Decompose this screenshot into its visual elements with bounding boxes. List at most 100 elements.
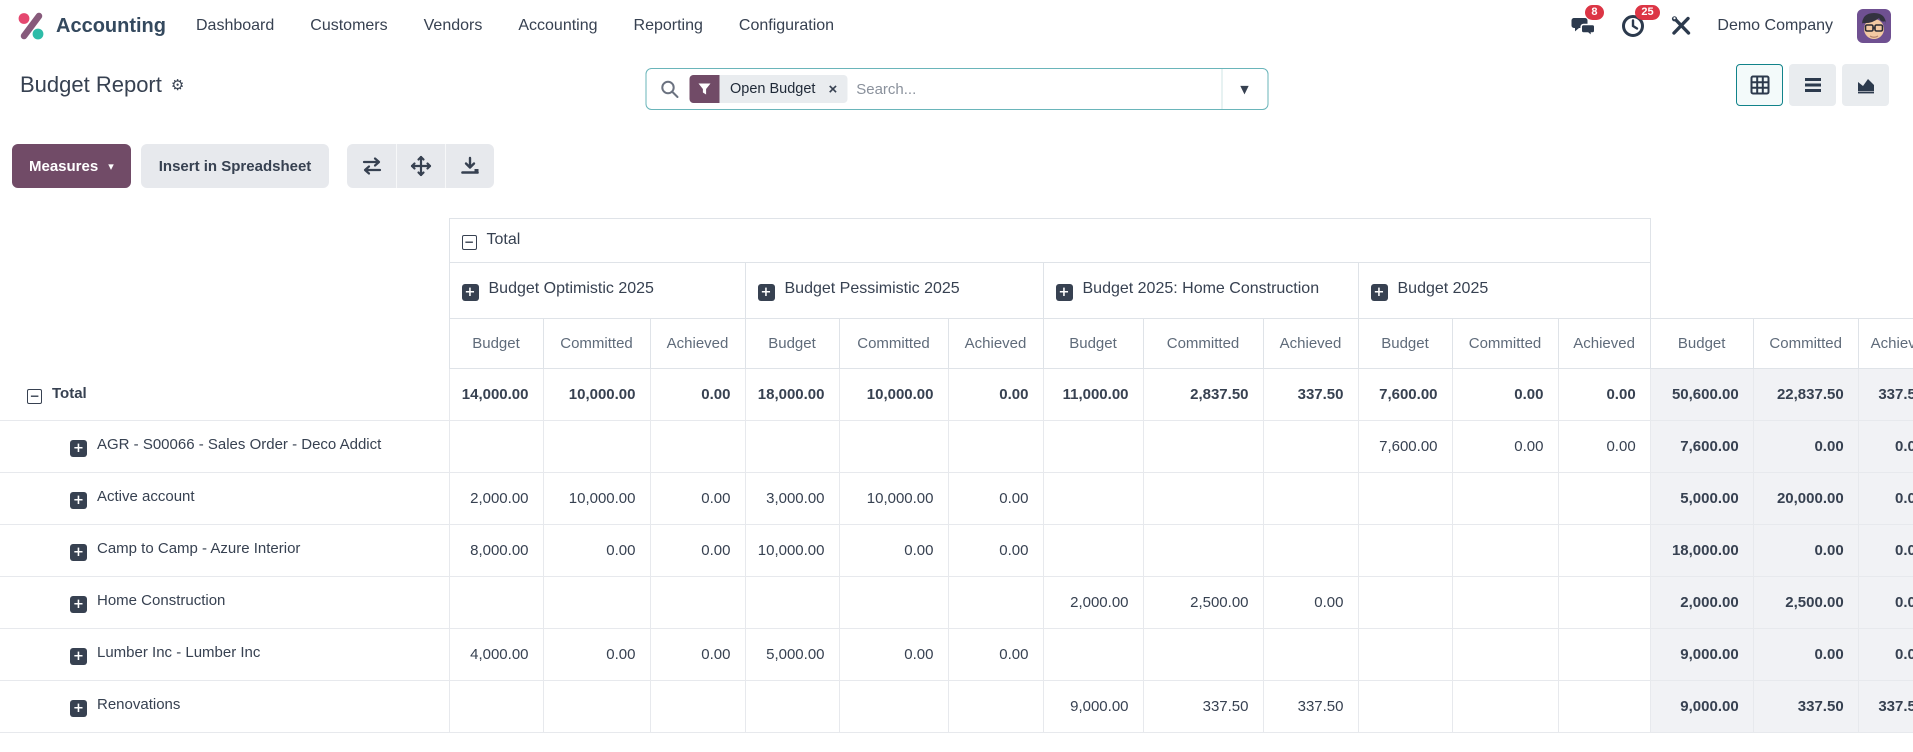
pivot-col-header-total[interactable]: − Total xyxy=(448,218,1651,263)
expand-plus-icon: + xyxy=(70,492,87,509)
menu-item-configuration[interactable]: Configuration xyxy=(738,17,835,34)
pivot-cell: 2,500.00 xyxy=(1142,576,1263,629)
pivot-cell xyxy=(448,576,543,629)
pivot-header-row-measures: Budget Committed Achieved Budget Committed Ac… xyxy=(0,318,1913,369)
pivot-cell xyxy=(838,576,948,629)
pivot-measure-header[interactable]: Achieved xyxy=(1557,318,1651,369)
messages-badge: 8 xyxy=(1585,5,1604,20)
flip-axis-button[interactable] xyxy=(347,144,397,188)
pivot-cell xyxy=(1557,524,1651,577)
pivot-group-header[interactable]: + Budget 2025 xyxy=(1357,262,1651,319)
pivot-group-header[interactable]: + Budget 2025: Home Construction xyxy=(1042,262,1358,319)
pivot-header-row-groups: + Budget Optimistic 2025 + Budget Pessimist… xyxy=(0,262,1913,319)
menu-item-customers[interactable]: Customers xyxy=(310,17,388,34)
view-button-list[interactable] xyxy=(1789,64,1836,106)
expand-all-button[interactable] xyxy=(396,144,446,188)
pivot-cell: 20,000.00 xyxy=(1752,472,1859,525)
pivot-cell xyxy=(1557,680,1651,733)
pivot-row-header[interactable]: + Renovations xyxy=(0,680,449,733)
pivot-row-header[interactable]: + Active account xyxy=(0,472,449,525)
pivot-measure-header[interactable]: Achieved xyxy=(1857,318,1913,369)
pivot-cell: 50,600.00 xyxy=(1649,368,1754,421)
pivot-cell xyxy=(448,420,543,473)
expand-plus-icon: + xyxy=(70,648,87,665)
pivot-total-header-label: Total xyxy=(486,231,521,249)
pivot-measure-header[interactable]: Achieved xyxy=(947,318,1043,369)
measures-button[interactable]: Measures ▾ xyxy=(12,144,131,188)
pivot-measure-header[interactable]: Achieved xyxy=(649,318,745,369)
pivot-cell: 0.00 xyxy=(1857,524,1913,577)
expand-plus-icon: + xyxy=(1370,284,1388,301)
pivot-header-spacer xyxy=(1650,218,1913,263)
search-facet-label: Open Budget xyxy=(730,81,816,97)
pivot-header-row-total: − Total xyxy=(0,218,1913,263)
pivot-row-header[interactable]: + Home Construction xyxy=(0,576,449,629)
pivot-measure-header[interactable]: Budget xyxy=(1042,318,1143,369)
pivot-measure-header[interactable]: Achieved xyxy=(1262,318,1358,369)
search-facet: Open Budget × xyxy=(689,75,848,103)
view-button-graph[interactable] xyxy=(1842,64,1889,106)
pivot-view-icon xyxy=(1748,73,1772,97)
pivot-cell xyxy=(1042,472,1143,525)
pivot-measure-header[interactable]: Committed xyxy=(1142,318,1263,369)
expand-plus-icon: + xyxy=(70,596,87,613)
pivot-cell: 5,000.00 xyxy=(1649,472,1754,525)
collapse-minus-icon: − xyxy=(27,388,42,404)
insert-in-spreadsheet-button[interactable]: Insert in Spreadsheet xyxy=(140,144,330,188)
pivot-corner xyxy=(0,218,449,263)
user-avatar[interactable] xyxy=(1857,9,1891,43)
app-switcher[interactable]: Accounting xyxy=(16,11,166,41)
menu-item-dashboard[interactable]: Dashboard xyxy=(196,17,275,34)
pivot-cell: 10,000.00 xyxy=(838,472,948,525)
pivot-cell: 9,000.00 xyxy=(1649,680,1754,733)
pivot-row-label: Renovations xyxy=(97,696,181,713)
pivot-cell: 11,000.00 xyxy=(1042,368,1143,421)
expand-plus-icon: + xyxy=(461,284,479,301)
pivot-group-header[interactable]: + Budget Optimistic 2025 xyxy=(448,262,745,319)
messages-button[interactable]: 8 xyxy=(1571,5,1604,38)
action-menu-gear-icon[interactable]: ⚙ xyxy=(170,76,185,94)
pivot-row-label: Total xyxy=(52,385,87,402)
pivot-cell: 22,837.50 xyxy=(1752,368,1859,421)
pivot-cell xyxy=(1451,524,1558,577)
pivot-measure-header[interactable]: Budget xyxy=(744,318,839,369)
pivot-row-header[interactable]: − Total xyxy=(0,368,449,421)
pivot-cell: 0.00 xyxy=(649,368,745,421)
pivot-measure-header[interactable]: Committed xyxy=(838,318,948,369)
pivot-cell: 2,000.00 xyxy=(1042,576,1143,629)
search-options-toggle[interactable]: ▼ xyxy=(1221,69,1267,109)
pivot-cell: 0.00 xyxy=(1857,472,1913,525)
pivot-measure-header[interactable]: Budget xyxy=(1649,318,1754,369)
pivot-cell xyxy=(1042,524,1143,577)
menu-item-vendors[interactable]: Vendors xyxy=(423,17,483,34)
pivot-group-header[interactable]: + Budget Pessimistic 2025 xyxy=(744,262,1043,319)
facet-remove-icon[interactable]: × xyxy=(828,80,838,98)
pivot-row-header[interactable]: + Lumber Inc - Lumber Inc xyxy=(0,628,449,681)
pivot-row: + Home Construction 2,000.00 2,500.00 0.00 2,… xyxy=(0,576,1913,629)
view-button-pivot[interactable] xyxy=(1736,64,1783,106)
pivot-measure-header[interactable]: Committed xyxy=(542,318,650,369)
download-xlsx-button[interactable] xyxy=(445,144,495,188)
measures-button-label: Measures xyxy=(29,157,99,175)
pivot-measure-header[interactable]: Budget xyxy=(1357,318,1452,369)
menu-item-accounting[interactable]: Accounting xyxy=(518,17,598,34)
pivot-row-header[interactable]: + AGR - S00066 - Sales Order - Deco Addic… xyxy=(0,420,449,473)
menu-item-reporting[interactable]: Reporting xyxy=(633,17,703,34)
pivot-cell: 0.00 xyxy=(838,524,948,577)
pivot-row-header[interactable]: + Camp to Camp - Azure Interior xyxy=(0,524,449,577)
debug-tools-button[interactable] xyxy=(1669,14,1693,38)
pivot-cell xyxy=(1451,576,1558,629)
pivot-cell: 337.50 xyxy=(1142,680,1263,733)
pivot-cell: 337.50 xyxy=(1857,680,1913,733)
search-input[interactable] xyxy=(847,80,1221,98)
activities-button[interactable]: 25 xyxy=(1621,5,1660,38)
company-name[interactable]: Demo Company xyxy=(1717,17,1833,34)
pivot-measure-header[interactable]: Committed xyxy=(1752,318,1859,369)
app-name: Accounting xyxy=(56,14,166,37)
pivot-cell: 18,000.00 xyxy=(1649,524,1754,577)
pivot-cell: 0.00 xyxy=(838,628,948,681)
pivot-measure-header[interactable]: Budget xyxy=(448,318,543,369)
pivot-corner xyxy=(0,262,449,319)
expand-plus-icon: + xyxy=(70,440,87,457)
pivot-measure-header[interactable]: Committed xyxy=(1451,318,1558,369)
